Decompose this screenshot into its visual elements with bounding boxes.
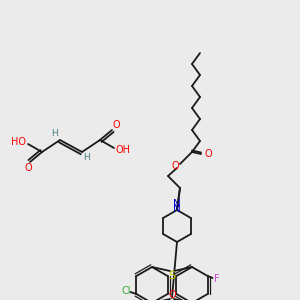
Text: H: H [84, 154, 90, 163]
Text: F: F [214, 274, 219, 284]
Text: HO: HO [11, 137, 26, 147]
Text: O: O [204, 149, 212, 159]
Text: Cl: Cl [122, 286, 131, 296]
Text: N: N [173, 204, 181, 214]
Text: O: O [168, 290, 176, 300]
Text: O: O [112, 120, 120, 130]
Text: N: N [173, 199, 181, 209]
Text: H: H [52, 130, 58, 139]
Text: O: O [171, 161, 179, 171]
Text: O: O [24, 163, 32, 173]
Text: OH: OH [116, 145, 130, 155]
Text: S: S [168, 271, 175, 281]
